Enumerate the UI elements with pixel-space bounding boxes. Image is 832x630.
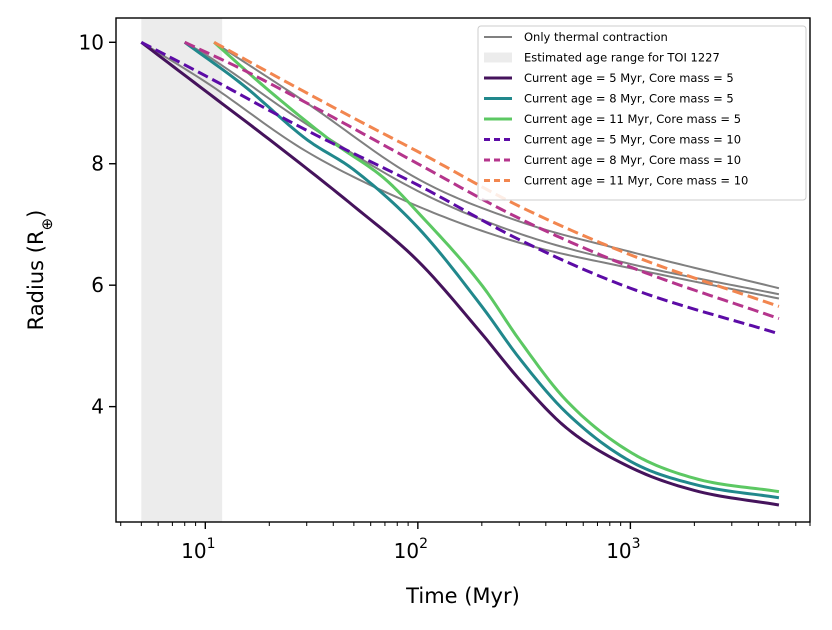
y-tick-label: 10 xyxy=(79,30,104,54)
legend-label: Current age = 8 Myr, Core mass = 5 xyxy=(524,92,734,106)
legend: Only thermal contraction Estimated age ra… xyxy=(477,25,807,201)
y-tick-label: 8 xyxy=(91,152,104,176)
series-line-7 xyxy=(140,40,780,336)
legend-box xyxy=(477,25,807,201)
earth-symbol: ⊕ xyxy=(38,218,56,231)
legend-swatch xyxy=(484,52,512,63)
y-tick-label: 6 xyxy=(91,273,104,297)
series-line-6 xyxy=(213,41,780,494)
legend-label: Only thermal contraction xyxy=(524,30,668,44)
legend-label: Current age = 5 Myr, Core mass = 5 xyxy=(524,71,734,85)
series-line-1 xyxy=(140,41,780,300)
x-axis-label: Time (Myr) xyxy=(405,584,520,608)
legend-label: Current age = 8 Myr, Core mass = 10 xyxy=(524,153,741,167)
plot-frame xyxy=(115,17,811,523)
legend-label: Current age = 11 Myr, Core mass = 10 xyxy=(524,174,748,188)
y-axis-ticks: 4 6 8 10 xyxy=(79,30,116,419)
legend-label: Current age = 11 Myr, Core mass = 5 xyxy=(524,112,741,126)
x-tick-label: 101 xyxy=(181,536,215,563)
legend-label: Current age = 5 Myr, Core mass = 10 xyxy=(524,133,741,147)
y-tick-label: 4 xyxy=(91,395,104,419)
age-range-shading xyxy=(141,18,223,522)
series-line-4 xyxy=(140,41,780,507)
age-range-band xyxy=(141,18,223,522)
x-tick-label: 103 xyxy=(606,536,640,563)
series-line-5 xyxy=(183,41,780,500)
x-axis-ticks: 101 102 103 xyxy=(120,522,811,563)
legend-label: Estimated age range for TOI 1227 xyxy=(524,51,720,65)
x-tick-label: 102 xyxy=(394,536,428,563)
y-axis-label: Radius (R⊕) xyxy=(24,210,56,331)
